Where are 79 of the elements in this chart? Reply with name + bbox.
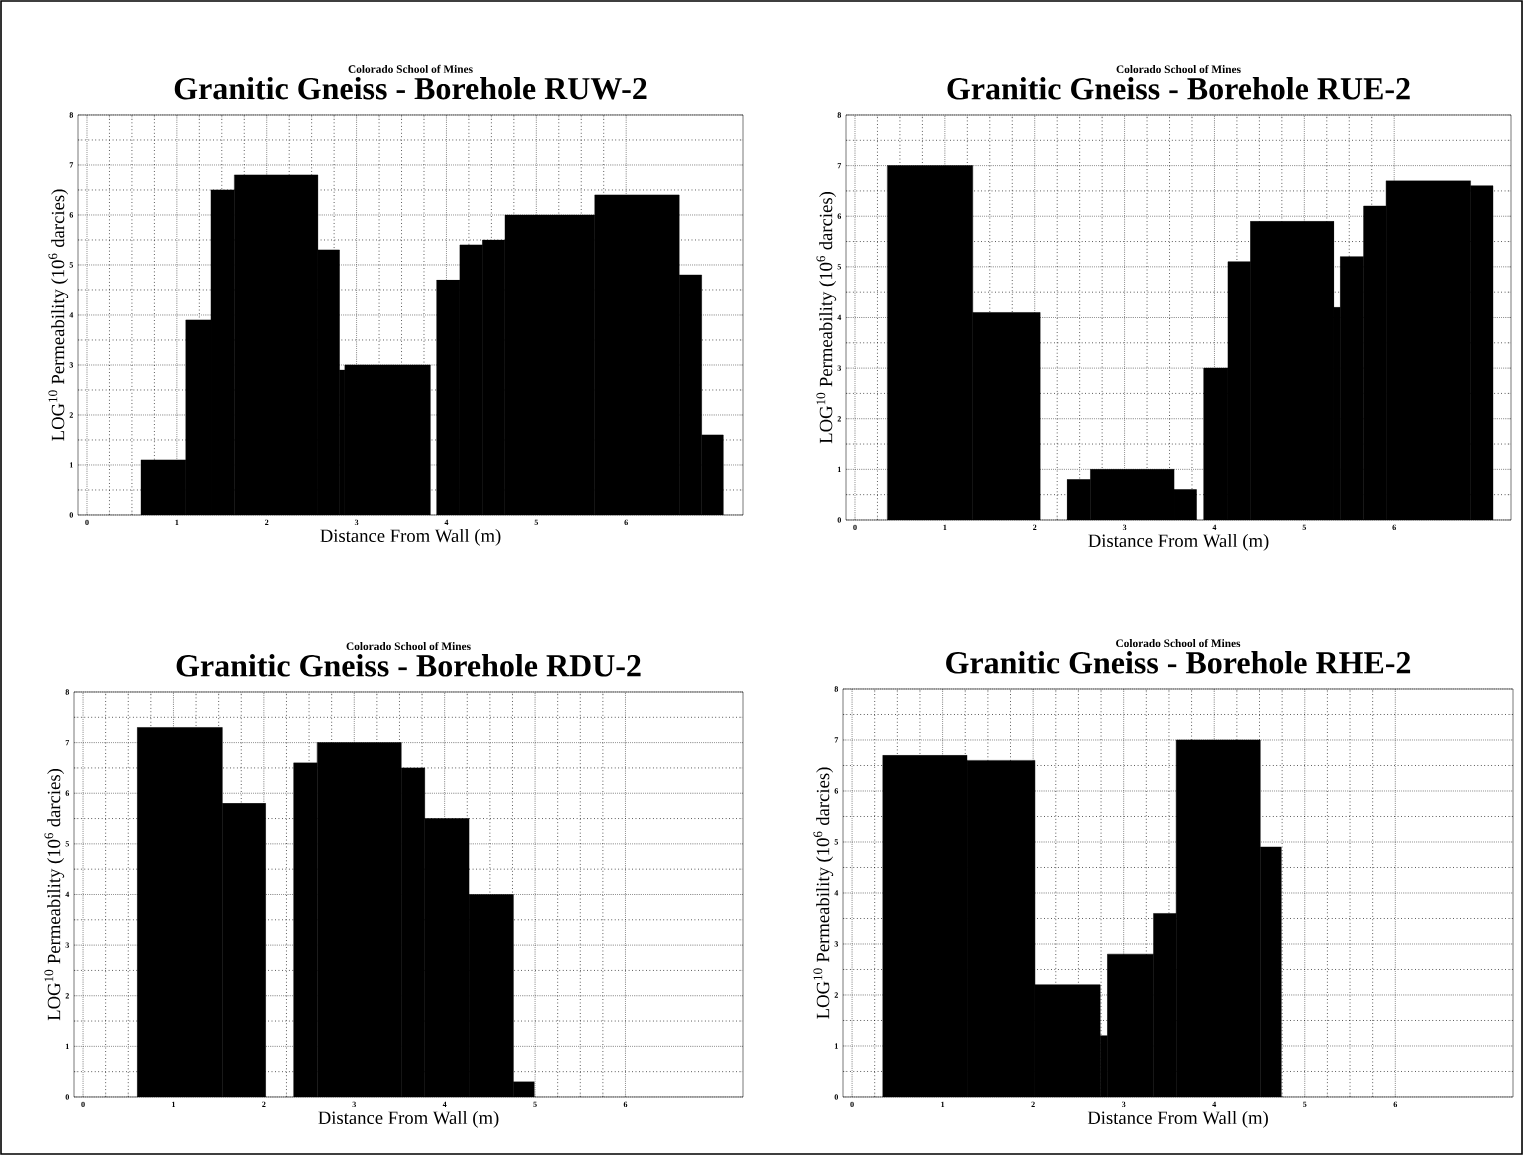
chart-subtitle: Colorado School of Mines <box>1116 639 1241 648</box>
x-tick-label: 6 <box>1393 1101 1398 1108</box>
x-tick-label: 2 <box>1031 1101 1035 1107</box>
y-tick-label: 8 <box>837 112 842 118</box>
y-tick-label: 8 <box>65 689 70 695</box>
y-axis-title: LOG$^{10}$ Permeability (10$^{6}$ darcies) <box>813 767 834 1019</box>
y-tick-label: 3 <box>65 942 70 948</box>
chart-title: Granitic Gneiss - Borehole RHE-2 <box>946 651 1411 674</box>
chart-subtitle: Colorado School of Mines <box>1116 64 1241 74</box>
y-tick-label: 3 <box>69 362 74 368</box>
y-tick-label: 8 <box>69 112 74 118</box>
y-tick-label: 7 <box>65 739 70 746</box>
y-tick-label: 2 <box>834 992 838 998</box>
x-tick-label: 5 <box>1303 1101 1307 1108</box>
x-tick-label: 2 <box>262 1101 266 1107</box>
x-tick-label: 3 <box>354 519 359 526</box>
chart-subtitle: Colorado School of Mines <box>346 641 471 651</box>
x-tick-label: 4 <box>1212 524 1217 530</box>
x-axis-title: Distance From Wall (m) <box>318 1110 499 1128</box>
x-axis-title: Distance From Wall (m) <box>1088 533 1269 551</box>
y-tick-label: 4 <box>837 314 842 321</box>
y-tick-label: 6 <box>837 213 842 219</box>
x-tick-label: 5 <box>534 519 539 526</box>
x-tick-label: 0 <box>81 1101 85 1108</box>
x-tick-label: 6 <box>1392 524 1396 531</box>
y-tick-label: 6 <box>69 212 74 218</box>
y-axis-title: LOG$^{10}$ Permeability (10$^{6}$ darcies) <box>816 191 837 444</box>
x-tick-label: 4 <box>1212 1101 1217 1107</box>
y-tick-label: 2 <box>65 993 69 999</box>
y-tick-label: 3 <box>834 941 839 947</box>
x-tick-label: 1 <box>172 1101 176 1107</box>
y-tick-label: 6 <box>834 788 839 794</box>
x-tick-label: 4 <box>442 1101 447 1107</box>
y-tick-label: 8 <box>834 686 839 692</box>
x-tick-label: 0 <box>850 1101 854 1108</box>
y-tick-label: 1 <box>834 1043 838 1049</box>
y-tick-label: 5 <box>69 262 73 268</box>
y-tick-label: 4 <box>65 891 70 898</box>
x-tick-label: 5 <box>533 1101 537 1108</box>
x-axis-title: Distance From Wall (m) <box>320 528 501 546</box>
y-tick-label: 0 <box>69 512 73 518</box>
x-tick-label: 2 <box>1033 524 1037 530</box>
x-tick-label: 6 <box>624 519 628 526</box>
y-tick-label: 0 <box>65 1094 69 1100</box>
chart-subtitle: Colorado School of Mines <box>348 64 473 73</box>
x-tick-label: 2 <box>265 519 269 525</box>
y-tick-label: 5 <box>65 841 69 847</box>
chart-title: Granitic Gneiss - Borehole RUW-2 <box>174 76 647 100</box>
y-tick-label: 7 <box>834 737 839 743</box>
y-tick-label: 5 <box>837 264 841 270</box>
y-tick-label: 1 <box>65 1043 69 1049</box>
y-tick-label: 4 <box>834 890 839 896</box>
y-axis-title: LOG$^{10}$ Permeability (10$^{6}$ darcies) <box>48 189 69 441</box>
y-tick-label: 0 <box>834 1094 838 1100</box>
x-axis-title: Distance From Wall (m) <box>1087 1110 1268 1128</box>
y-tick-label: 3 <box>837 365 842 371</box>
x-tick-label: 5 <box>1302 524 1307 531</box>
x-tick-label: 3 <box>352 1101 356 1108</box>
chart-title: Granitic Gneiss - Borehole RDU-2 <box>176 654 641 677</box>
x-tick-label: 1 <box>941 1101 945 1107</box>
x-tick-label: 3 <box>1121 1101 1126 1108</box>
y-tick-label: 7 <box>837 162 842 169</box>
x-tick-label: 4 <box>444 519 449 525</box>
y-tick-label: 5 <box>834 839 838 845</box>
y-tick-label: 4 <box>69 312 74 318</box>
y-axis-title: LOG$^{10}$ Permeability (10$^{6}$ darcies) <box>44 768 65 1021</box>
y-tick-label: 1 <box>69 462 73 468</box>
x-tick-label: 6 <box>623 1101 628 1108</box>
chart-title: Granitic Gneiss - Borehole RUE-2 <box>947 77 1410 100</box>
y-tick-label: 6 <box>65 790 70 796</box>
x-tick-label: 1 <box>175 519 179 525</box>
x-tick-label: 0 <box>853 524 857 531</box>
x-tick-label: 1 <box>943 524 947 530</box>
x-tick-label: 3 <box>1122 524 1127 531</box>
y-tick-label: 2 <box>69 412 73 418</box>
x-tick-label: 0 <box>85 519 89 526</box>
y-tick-label: 7 <box>69 162 74 168</box>
y-tick-label: 1 <box>837 466 841 472</box>
y-tick-label: 2 <box>837 416 841 422</box>
